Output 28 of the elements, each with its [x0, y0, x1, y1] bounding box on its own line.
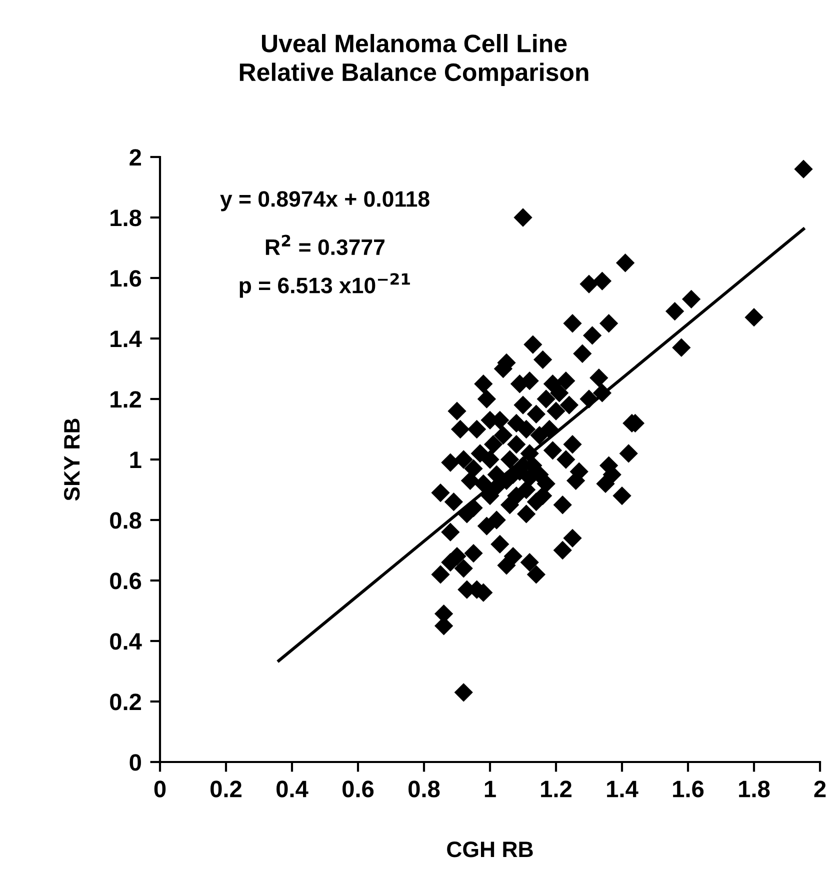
x-axis-title: CGH RB	[447, 842, 533, 858]
x-tick-label: 1.6	[673, 780, 704, 798]
y-tick-label: 1.6	[110, 270, 142, 287]
x-tick-label: 1.4	[607, 780, 638, 798]
y-tick-label: 0	[130, 754, 141, 771]
annotation: p = 6.513 x10$^{−21}$	[240, 273, 410, 298]
y-tick-label: 1.2	[110, 391, 141, 408]
x-tick-label: 2	[814, 780, 826, 798]
chart-title: Uveal Melanoma Cell Line Relative Balance Comparison	[240, 34, 588, 86]
x-tick-label: 1.2	[541, 780, 572, 798]
x-tick-label: 0.8	[408, 780, 440, 798]
y-tick-label: 0.4	[110, 633, 142, 650]
x-tick-label: 1.8	[739, 780, 770, 798]
x-tick-label: 0	[154, 780, 166, 798]
x-tick-label: 0.2	[210, 780, 242, 798]
y-tick-label: 2	[130, 149, 141, 166]
y-tick-label: 1.8	[110, 210, 142, 226]
y-tick-label: 1.4	[110, 330, 142, 348]
y-axis-title: SKY RB	[64, 418, 80, 501]
x-tick-label: 0.6	[342, 780, 374, 798]
y-tick-label: 0.6	[110, 572, 142, 590]
annotation: R$^{2}$ = 0.3777	[266, 234, 384, 256]
y-tick-label: 0.8	[110, 512, 142, 529]
annotation: y = 0.8974x + 0.0118	[220, 191, 430, 212]
y-tick-label: 0.2	[110, 694, 141, 710]
y-tick-label: 1	[130, 452, 142, 468]
x-tick-label: 0.4	[276, 780, 308, 798]
x-tick-label: 1	[484, 780, 496, 798]
